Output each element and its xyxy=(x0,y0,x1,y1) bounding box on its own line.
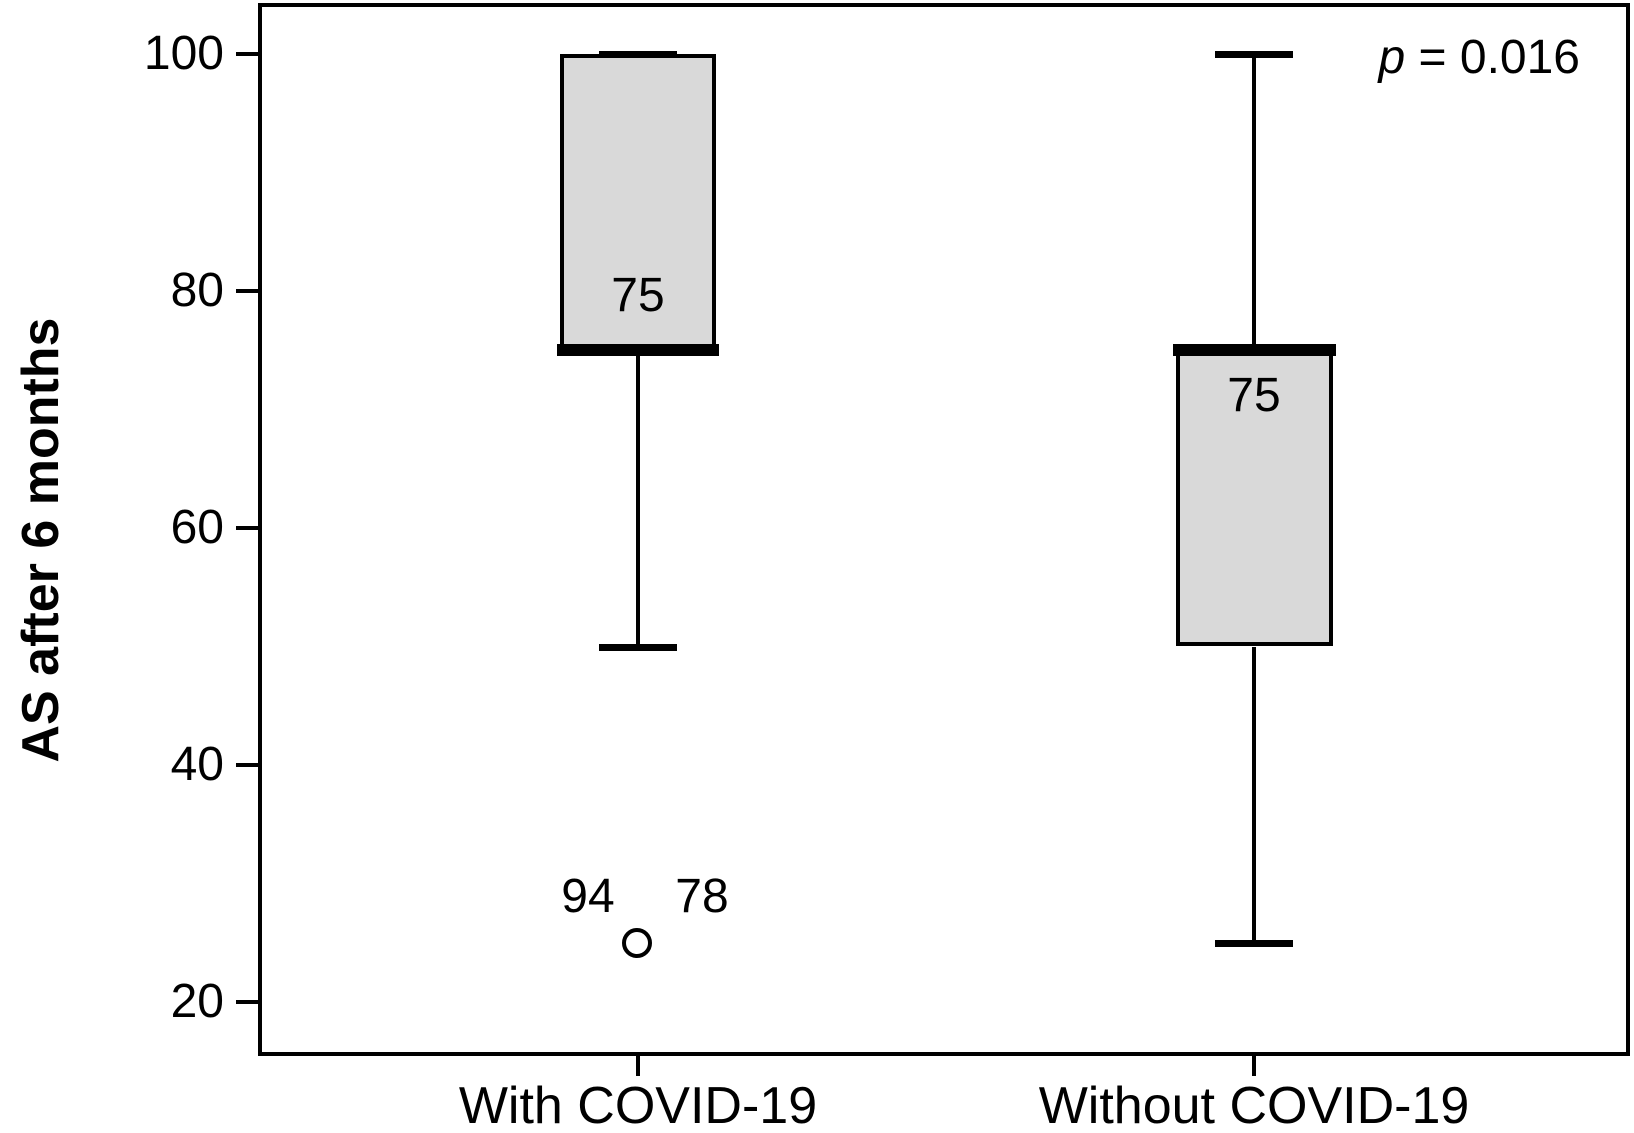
y-axis-tick xyxy=(236,1000,258,1004)
median-line xyxy=(557,344,719,356)
y-tick-label: 20 xyxy=(170,975,224,1028)
outlier-case-label: 78 xyxy=(675,870,729,923)
category-label: Without COVID-19 xyxy=(1038,1077,1470,1133)
y-tick-label: 80 xyxy=(170,264,224,317)
box xyxy=(1176,350,1333,646)
whisker-line xyxy=(636,350,640,649)
median-line xyxy=(1173,344,1336,356)
median-value-label: 75 xyxy=(611,269,665,322)
median-value-label: 75 xyxy=(1227,369,1281,422)
whisker-cap xyxy=(1215,940,1293,947)
whisker-cap xyxy=(599,644,677,651)
p-value-text: = 0.016 xyxy=(1405,31,1581,84)
y-axis-tick xyxy=(236,526,258,530)
p-value-annotation: p = 0.016 xyxy=(1378,28,1580,88)
x-axis-tick xyxy=(1252,1056,1256,1076)
whisker-line xyxy=(1252,647,1256,946)
x-axis-tick xyxy=(636,1056,640,1076)
outlier-case-label: 94 xyxy=(561,870,615,923)
y-tick-label: 40 xyxy=(170,738,224,791)
y-axis-tick xyxy=(236,763,258,767)
y-axis-tick xyxy=(236,289,258,293)
p-symbol: p xyxy=(1378,31,1406,84)
whisker-cap xyxy=(1215,51,1293,58)
category-label: With COVID-19 xyxy=(458,1077,818,1133)
outlier-marker xyxy=(622,928,652,958)
plot-area xyxy=(258,3,1630,1056)
y-tick-label: 100 xyxy=(143,27,224,80)
y-axis-tick xyxy=(236,52,258,56)
whisker-line xyxy=(1252,54,1256,350)
y-tick-label: 60 xyxy=(170,501,224,554)
